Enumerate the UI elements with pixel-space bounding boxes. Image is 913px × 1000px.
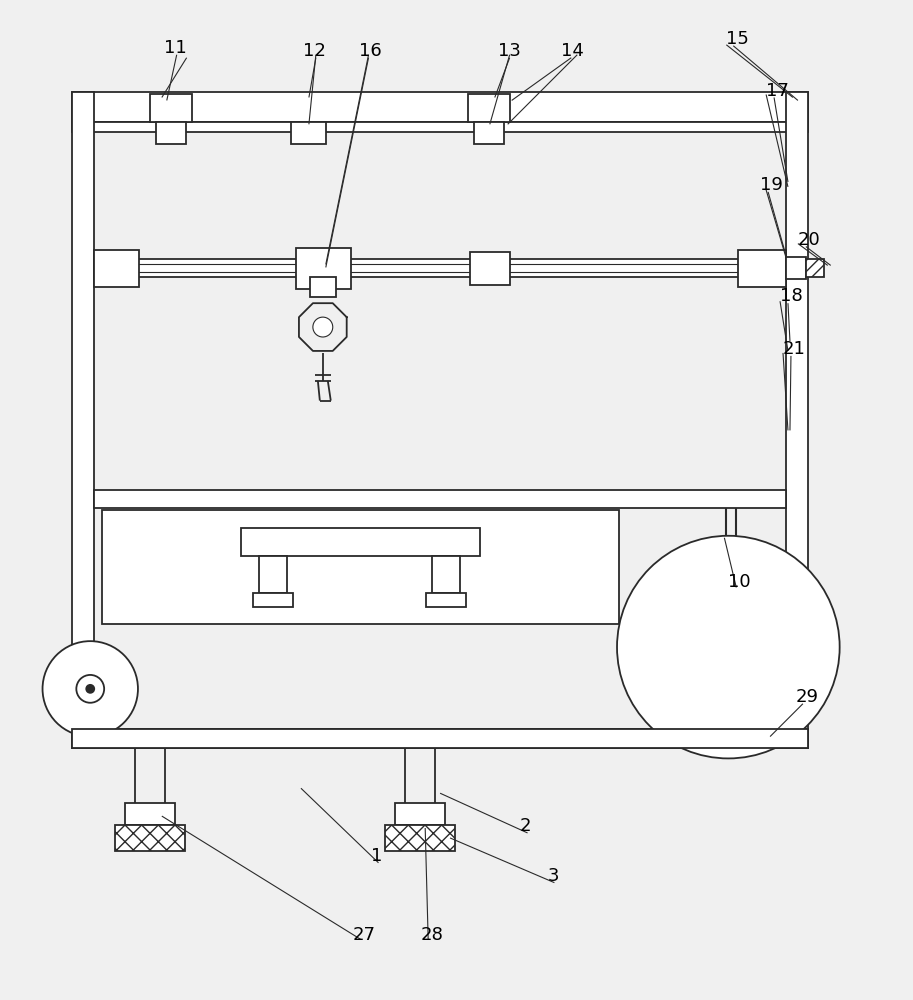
Text: 15: 15: [727, 30, 750, 48]
Bar: [426, 593, 466, 607]
Bar: [72, 92, 808, 122]
Bar: [72, 729, 808, 748]
Bar: [395, 803, 445, 825]
Bar: [253, 593, 293, 607]
Bar: [94, 259, 786, 277]
Bar: [94, 250, 139, 287]
Circle shape: [675, 641, 770, 737]
Text: 10: 10: [729, 573, 751, 591]
Bar: [474, 122, 504, 144]
Bar: [739, 250, 786, 287]
Bar: [296, 248, 351, 289]
Circle shape: [708, 675, 736, 703]
Bar: [72, 122, 808, 132]
Bar: [115, 825, 184, 851]
Bar: [470, 252, 509, 285]
Text: 16: 16: [359, 42, 382, 60]
Bar: [125, 803, 174, 825]
Text: 18: 18: [780, 287, 803, 305]
Text: 2: 2: [519, 817, 531, 835]
Bar: [468, 94, 509, 122]
Text: 19: 19: [761, 176, 783, 194]
Bar: [786, 92, 808, 748]
Bar: [150, 94, 192, 122]
Bar: [432, 556, 460, 593]
Text: 17: 17: [766, 82, 789, 100]
Circle shape: [617, 536, 840, 758]
Text: 28: 28: [420, 926, 443, 944]
Bar: [241, 528, 480, 556]
Bar: [786, 257, 806, 279]
Text: 21: 21: [783, 340, 806, 358]
Bar: [806, 259, 824, 277]
Bar: [72, 92, 94, 748]
Text: 12: 12: [303, 42, 326, 60]
Text: 3: 3: [548, 867, 559, 885]
Bar: [102, 510, 619, 624]
Bar: [94, 490, 786, 508]
Circle shape: [86, 685, 94, 693]
Bar: [156, 122, 185, 144]
Circle shape: [77, 675, 104, 703]
Text: 20: 20: [798, 231, 821, 249]
Bar: [259, 556, 287, 593]
Circle shape: [719, 685, 727, 693]
Bar: [291, 122, 326, 144]
Bar: [310, 277, 336, 297]
Text: 1: 1: [371, 847, 382, 865]
Text: 27: 27: [352, 926, 375, 944]
Text: 13: 13: [498, 42, 520, 60]
Bar: [385, 825, 455, 851]
Bar: [72, 729, 808, 748]
Text: 11: 11: [163, 39, 186, 57]
Text: 14: 14: [561, 42, 584, 60]
Circle shape: [313, 317, 332, 337]
Circle shape: [43, 641, 138, 737]
Text: 29: 29: [796, 688, 819, 706]
